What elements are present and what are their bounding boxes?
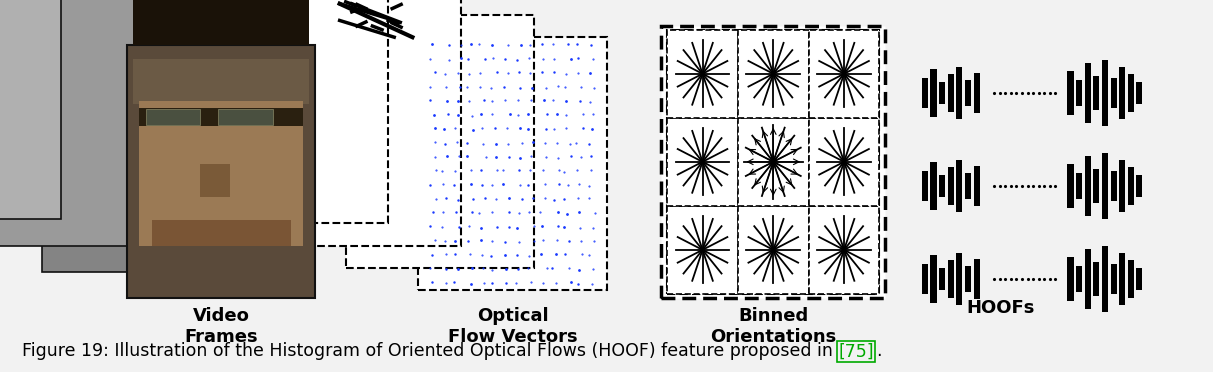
- Bar: [133, 59, 309, 104]
- Bar: [966, 173, 972, 199]
- Bar: [1137, 82, 1143, 104]
- Bar: [1084, 249, 1090, 309]
- Bar: [1101, 246, 1107, 312]
- Bar: [939, 268, 945, 290]
- Bar: [922, 78, 928, 108]
- Text: Binned
Orientations: Binned Orientations: [710, 307, 837, 346]
- Bar: [1067, 71, 1074, 115]
- Bar: [930, 69, 936, 117]
- Bar: [1111, 78, 1117, 108]
- Bar: [738, 118, 809, 206]
- Bar: [273, 0, 461, 246]
- Bar: [346, 15, 534, 268]
- Bar: [1120, 253, 1126, 305]
- Bar: [667, 30, 879, 294]
- Bar: [1067, 164, 1074, 208]
- Bar: [1120, 67, 1126, 119]
- Bar: [1067, 257, 1074, 301]
- Bar: [930, 162, 936, 210]
- Bar: [1111, 171, 1117, 201]
- Bar: [922, 171, 928, 201]
- Bar: [1093, 262, 1099, 296]
- Bar: [200, 164, 230, 197]
- Bar: [1076, 173, 1082, 199]
- Bar: [974, 166, 980, 206]
- Bar: [1120, 160, 1126, 212]
- Bar: [0, 0, 61, 219]
- Text: Optical
Flow Vectors: Optical Flow Vectors: [448, 307, 577, 346]
- Bar: [809, 118, 879, 206]
- Text: Video
Frames: Video Frames: [184, 307, 258, 346]
- Bar: [966, 80, 972, 106]
- Bar: [939, 175, 945, 197]
- Bar: [1076, 266, 1082, 292]
- Bar: [1093, 169, 1099, 203]
- Bar: [738, 206, 809, 294]
- Bar: [1111, 264, 1117, 294]
- Bar: [974, 73, 980, 113]
- Bar: [1137, 175, 1143, 197]
- Bar: [42, 19, 230, 272]
- Bar: [1093, 76, 1099, 110]
- Bar: [127, 45, 315, 298]
- Bar: [947, 74, 953, 112]
- Bar: [200, 0, 388, 223]
- Bar: [974, 259, 980, 299]
- Bar: [661, 26, 885, 298]
- Bar: [1128, 74, 1134, 112]
- Bar: [418, 37, 606, 290]
- Bar: [930, 255, 936, 303]
- Bar: [966, 266, 972, 292]
- Bar: [667, 206, 738, 294]
- Bar: [1084, 63, 1090, 123]
- Bar: [218, 109, 273, 125]
- Bar: [0, 0, 146, 246]
- Text: Figure 19: Illustration of the Histogram of Oriented Optical Flows (HOOF) featur: Figure 19: Illustration of the Histogram…: [22, 342, 838, 360]
- Bar: [922, 264, 928, 294]
- Bar: [956, 67, 962, 119]
- Bar: [738, 30, 809, 118]
- Bar: [1101, 153, 1107, 219]
- Bar: [139, 108, 303, 126]
- Bar: [146, 109, 200, 125]
- Bar: [956, 160, 962, 212]
- Bar: [947, 167, 953, 205]
- Bar: [1084, 156, 1090, 216]
- Text: HOOFs: HOOFs: [967, 299, 1035, 317]
- Bar: [809, 206, 879, 294]
- Bar: [667, 30, 738, 118]
- Bar: [1128, 167, 1134, 205]
- Bar: [1101, 60, 1107, 126]
- Bar: [667, 118, 738, 206]
- Bar: [939, 82, 945, 104]
- Bar: [139, 101, 303, 246]
- Bar: [1128, 260, 1134, 298]
- Bar: [1137, 268, 1143, 290]
- Text: [75]: [75]: [838, 342, 873, 360]
- Text: .: .: [876, 342, 882, 360]
- Bar: [152, 220, 291, 246]
- Bar: [956, 253, 962, 305]
- Bar: [1076, 80, 1082, 106]
- Bar: [809, 30, 879, 118]
- Bar: [947, 260, 953, 298]
- Bar: [133, 0, 309, 45]
